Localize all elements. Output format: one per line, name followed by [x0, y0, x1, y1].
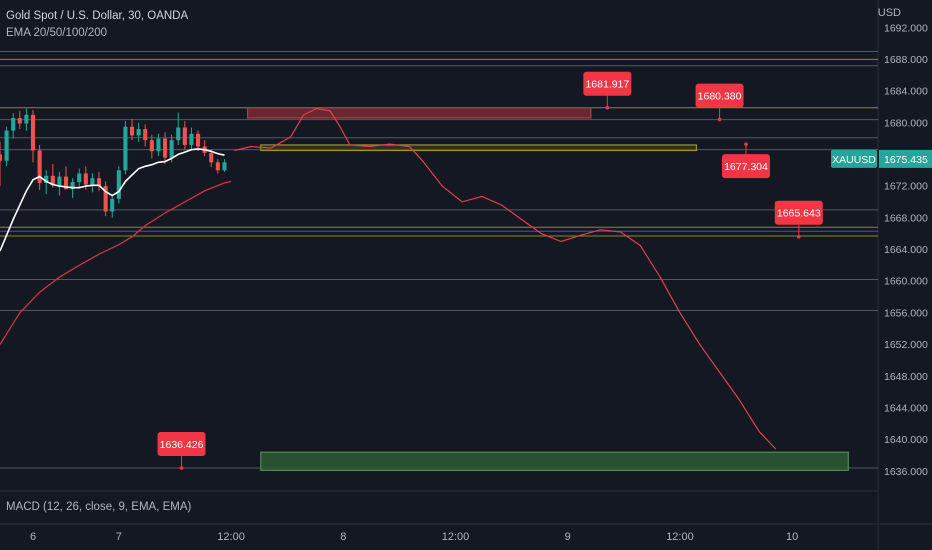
candle-body: [44, 175, 49, 183]
time-tick-label: 8: [340, 531, 346, 543]
time-tick-label: 10: [786, 531, 798, 543]
price-tick-label: 1684.000: [884, 86, 928, 98]
candle-body: [182, 127, 187, 145]
candle-body: [189, 133, 194, 145]
price-tick-label: 1652.000: [884, 339, 928, 351]
candle-body: [129, 126, 135, 136]
callout-label: 1677.304: [724, 161, 768, 173]
candle-body: [57, 176, 62, 186]
candle-body: [110, 198, 115, 212]
callout-box: [157, 432, 206, 457]
callout-box: [583, 71, 632, 96]
callout-label: 1680.380: [698, 90, 742, 102]
candle-body: [103, 186, 108, 212]
callout-label: 1681.917: [585, 79, 629, 91]
callout-anchor: [717, 117, 722, 122]
callout-label: 1636.426: [160, 439, 204, 451]
price-tick-label: 1692.000: [884, 22, 928, 34]
ema-slow-line: [0, 180, 232, 345]
price-tick-label: 1660.000: [884, 276, 928, 288]
candle-body: [77, 173, 82, 183]
projection: [234, 107, 777, 450]
price-tick-label: 1664.000: [884, 244, 928, 256]
callout-box: [774, 200, 823, 225]
callout-anchor: [605, 105, 610, 110]
candle-body: [30, 114, 36, 151]
candle-body: [209, 152, 214, 163]
price-tick-label: 1648.000: [884, 371, 928, 383]
price-tick-label: 1672.000: [884, 181, 928, 193]
candle-body: [4, 130, 9, 161]
price-tick-label: 1668.000: [884, 212, 928, 224]
symbol-badge: [831, 149, 877, 168]
indicator-legend[interactable]: EMA 20/50/100/200: [6, 27, 108, 39]
candle-body: [83, 173, 88, 185]
time-tick-label: 9: [565, 531, 571, 543]
candle-body: [123, 126, 128, 171]
candle-body: [156, 138, 161, 152]
candle-body: [70, 182, 75, 190]
candle-body: [162, 138, 168, 158]
price-tick-label: 1636.000: [884, 466, 928, 478]
candle-body: [90, 178, 95, 185]
ema-lines: [0, 148, 232, 345]
candle-body: [24, 114, 29, 124]
candle-body: [37, 150, 42, 183]
candle-body: [215, 162, 220, 171]
last-price-text: 1675.435: [884, 154, 928, 166]
candle-body: [116, 170, 121, 199]
candle-body: [195, 133, 201, 147]
callout-anchor: [179, 466, 184, 470]
candle-body: [169, 140, 174, 158]
last-price-badge-bg: [879, 149, 932, 168]
candle-body: [50, 175, 55, 186]
projection-line: [234, 107, 777, 450]
candle-body: [96, 178, 102, 187]
candles: [0, 108, 227, 218]
price-axis[interactable]: 1692.0001688.0001684.0001680.0001676.000…: [884, 22, 928, 477]
price-unit: USD: [877, 7, 901, 19]
chart-title[interactable]: Gold Spot / U.S. Dollar, 30, OANDA: [6, 10, 189, 22]
price-tick-label: 1680.000: [884, 117, 928, 129]
time-tick-label: 7: [116, 531, 122, 543]
zones: [246, 107, 849, 472]
green-zone: [260, 451, 849, 472]
time-tick-label: 12:00: [217, 531, 245, 543]
time-tick-label: 6: [30, 531, 36, 543]
callout-label: 1665.643: [777, 208, 821, 220]
ema-fast-line: [0, 148, 225, 252]
candle-body: [222, 162, 227, 171]
last-price-badge: XAUUSD 1675.435: [831, 149, 932, 168]
macd-legend[interactable]: MACD (12, 26, close, 9, EMA, EMA): [6, 501, 192, 513]
red-zone: [246, 107, 592, 119]
price-tick-label: 1656.000: [884, 307, 928, 319]
price-tick-label: 1688.000: [884, 54, 928, 66]
candle-body: [136, 129, 141, 136]
candle-body: [176, 127, 181, 141]
yellow-zone: [260, 144, 698, 152]
candle-body: [143, 129, 148, 141]
callout-box: [721, 154, 770, 179]
candle-body: [149, 140, 154, 152]
time-tick-label: 12:00: [442, 531, 470, 543]
candle-body: [11, 117, 16, 131]
time-tick-label: 12:00: [666, 531, 694, 543]
symbol-badge-text: XAUUSD: [832, 154, 876, 166]
candle-body: [63, 176, 69, 190]
candle-body: [0, 154, 3, 161]
price-tick-label: 1644.000: [884, 402, 928, 414]
candle-body: [17, 117, 22, 124]
callout-anchor: [796, 234, 801, 239]
price-tick-label: 1640.000: [884, 434, 928, 446]
time-axis[interactable]: 6 7 12:00 8 12:00 9 12:00 10: [30, 531, 798, 543]
callout-anchor: [744, 142, 748, 146]
callout-box: [695, 83, 744, 108]
price-callouts: 1681.917 1680.380 1677.304 1665.643 1636.426: [157, 71, 823, 470]
